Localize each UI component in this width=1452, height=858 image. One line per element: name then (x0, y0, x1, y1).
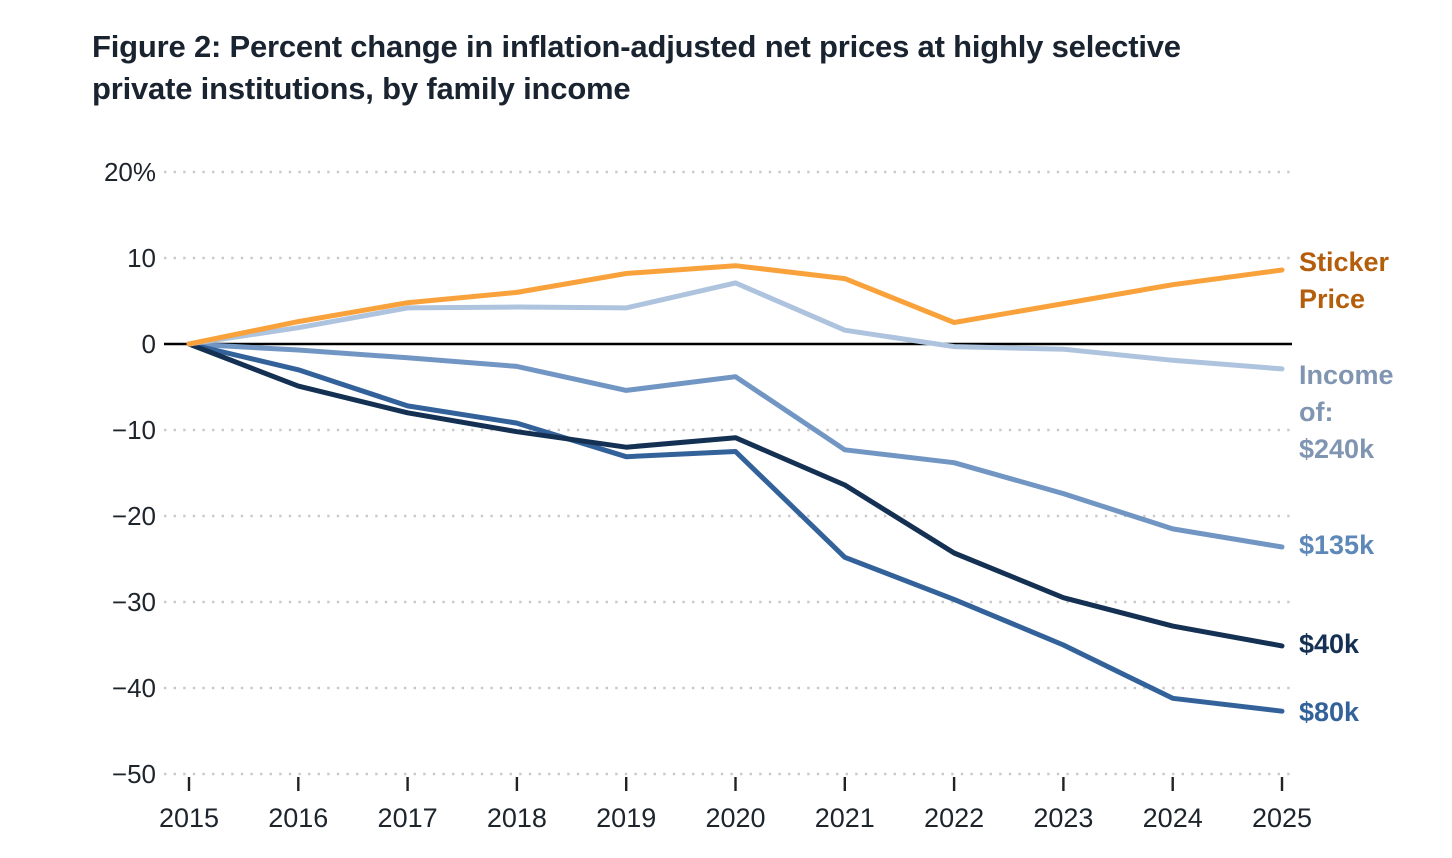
series-label-135k: $135k (1299, 530, 1375, 560)
y-axis-tick-label: −10 (112, 415, 156, 445)
series-label-sticker-price: Sticker (1299, 247, 1390, 277)
x-axis-tick-label: 2017 (378, 803, 438, 833)
series-label-40k: $40k (1299, 629, 1360, 659)
y-axis-tick-label: −30 (112, 587, 156, 617)
series-line-135k (186, 341, 1285, 550)
figure-title-line-2: private institutions, by family income (92, 70, 631, 106)
x-axis-tick-label: 2020 (705, 803, 765, 833)
x-axis-tick-label: 2023 (1033, 803, 1093, 833)
y-axis-tick-label: −20 (112, 501, 156, 531)
y-axis-tick-label: 10 (127, 243, 156, 273)
y-axis-tick-label: 20% (104, 157, 156, 187)
x-axis-tick-label: 2019 (596, 803, 656, 833)
series-line-80k (186, 341, 1285, 714)
series-label-sticker-price: Price (1299, 284, 1365, 314)
x-axis-tick-label: 2022 (924, 803, 984, 833)
x-axis-tick-label: 2016 (268, 803, 328, 833)
series-line-income-of-240k (186, 280, 1285, 372)
x-axis-tick-label: 2024 (1143, 803, 1203, 833)
series-label-income-of-240k: $240k (1299, 434, 1375, 464)
y-axis-tick-label: −50 (112, 759, 156, 789)
x-axis-tick-label: 2025 (1252, 803, 1312, 833)
series-line-sticker-price (186, 263, 1285, 347)
x-axis-tick-label: 2015 (159, 803, 219, 833)
figure-title-line-1: Figure 2: Percent change in inflation-ad… (92, 29, 1181, 64)
y-axis-tick-label: 0 (142, 329, 156, 359)
series-line-40k (186, 341, 1285, 649)
x-axis-tick-label: 2021 (815, 803, 875, 833)
series-label-income-of-240k: Income (1299, 360, 1394, 390)
y-axis-tick-label: −40 (112, 673, 156, 703)
series-label-80k: $80k (1299, 697, 1360, 727)
figure-title: Figure 2: Percent change in inflation-ad… (92, 26, 1422, 109)
series-label-income-of-240k: of: (1299, 397, 1333, 427)
x-axis-tick-label: 2018 (487, 803, 547, 833)
